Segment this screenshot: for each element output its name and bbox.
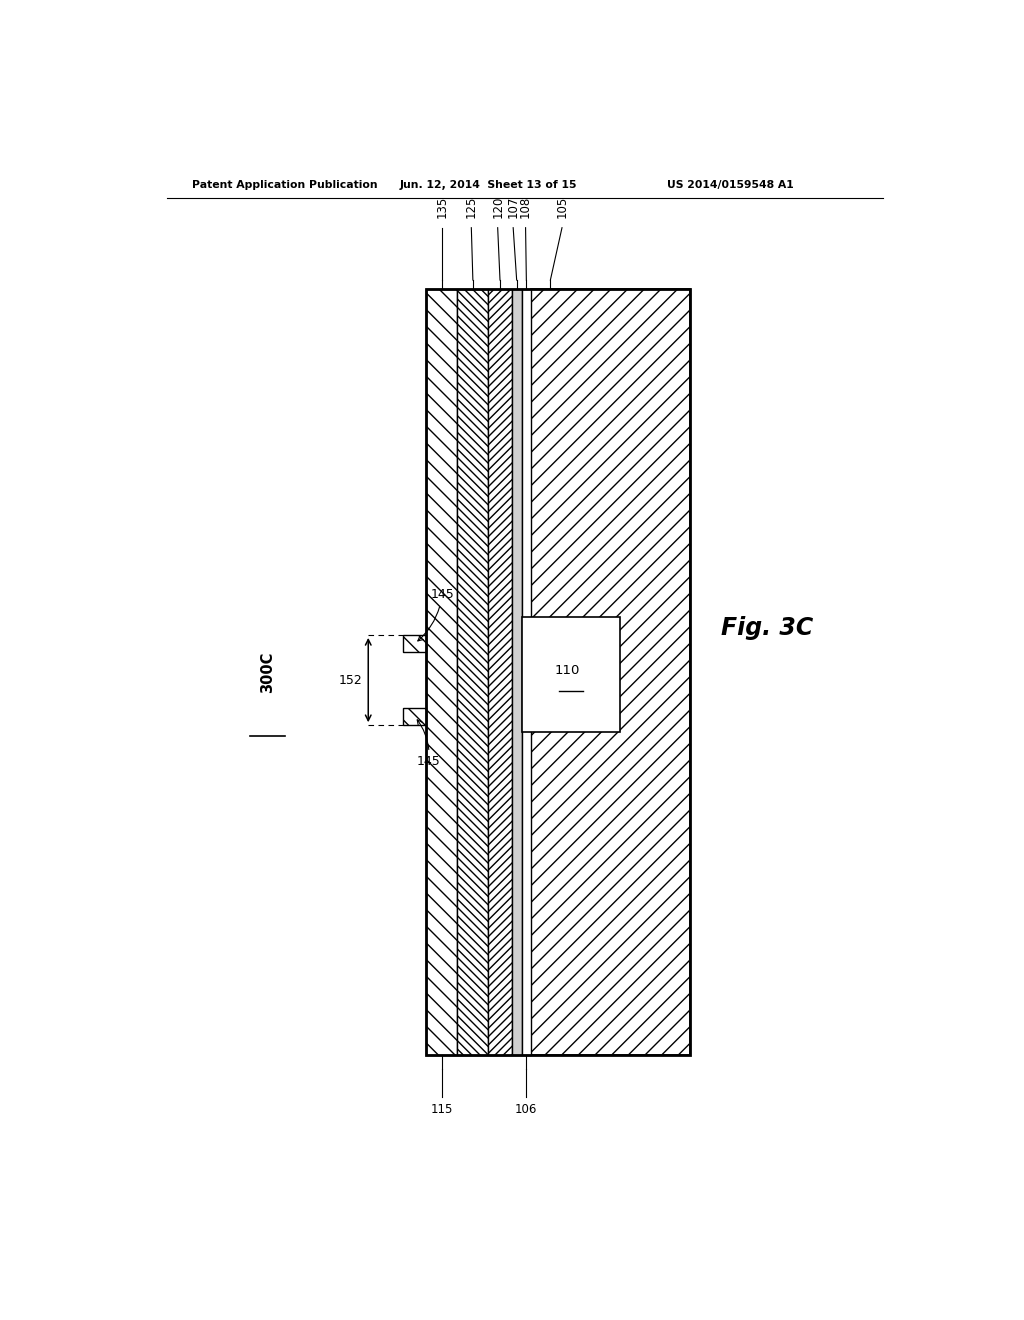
Text: US 2014/0159548 A1: US 2014/0159548 A1 bbox=[667, 180, 794, 190]
Bar bbox=[426, 289, 458, 1056]
Text: 105: 105 bbox=[555, 197, 568, 219]
Text: 110: 110 bbox=[554, 664, 580, 677]
Bar bbox=[403, 708, 426, 725]
Bar bbox=[521, 616, 621, 733]
Text: 145: 145 bbox=[418, 589, 454, 642]
Bar bbox=[458, 289, 488, 1056]
Bar bbox=[458, 289, 488, 1056]
Text: 120: 120 bbox=[492, 197, 504, 219]
Bar bbox=[531, 289, 690, 1056]
Text: Fig. 3C: Fig. 3C bbox=[721, 616, 813, 640]
Bar bbox=[403, 635, 426, 652]
Text: 145: 145 bbox=[417, 719, 440, 768]
Bar bbox=[531, 289, 690, 1056]
Bar bbox=[488, 289, 512, 1056]
Bar bbox=[512, 289, 521, 1056]
Bar bbox=[521, 289, 531, 1056]
Bar bbox=[426, 289, 458, 1056]
Text: Patent Application Publication: Patent Application Publication bbox=[191, 180, 377, 190]
Text: 106: 106 bbox=[515, 1104, 538, 1117]
Text: 115: 115 bbox=[431, 1104, 453, 1117]
Text: 107: 107 bbox=[507, 197, 519, 219]
Text: 135: 135 bbox=[435, 197, 449, 219]
Text: 108: 108 bbox=[519, 197, 532, 219]
Bar bbox=[488, 289, 512, 1056]
Text: 125: 125 bbox=[465, 197, 478, 219]
Text: Jun. 12, 2014  Sheet 13 of 15: Jun. 12, 2014 Sheet 13 of 15 bbox=[399, 180, 577, 190]
Bar bbox=[403, 635, 426, 652]
Bar bbox=[403, 708, 426, 725]
Bar bbox=[426, 289, 690, 1056]
Text: 300C: 300C bbox=[260, 652, 275, 693]
Text: 152: 152 bbox=[338, 673, 362, 686]
